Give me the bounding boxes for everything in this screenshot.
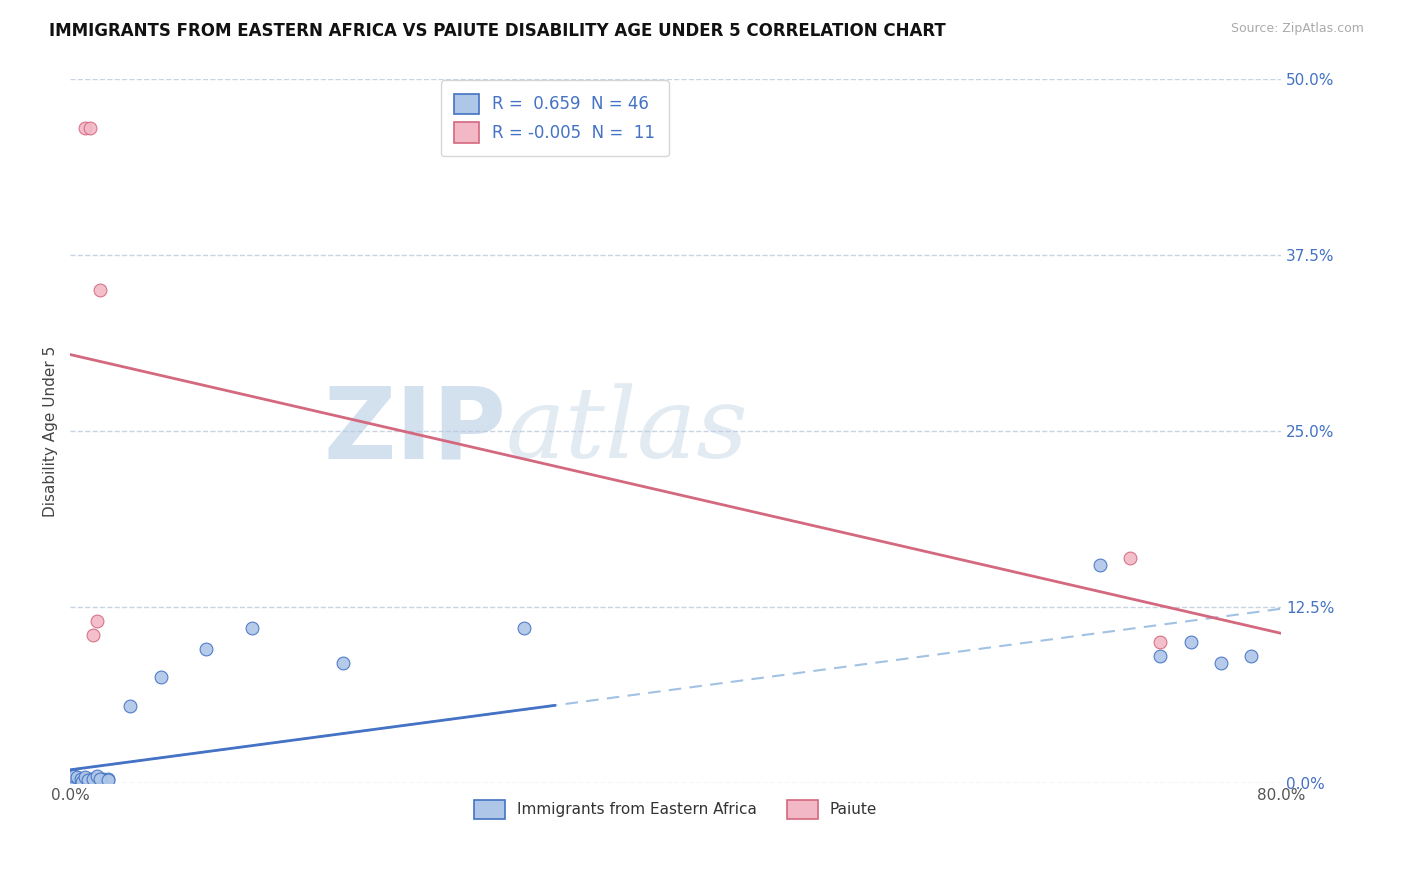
Point (63, 769, 86, 783)
Point (75, 771, 97, 785)
Point (240, 621, 263, 635)
Point (79, 121, 101, 136)
Text: atlas: atlas (506, 384, 749, 479)
Point (76, 773, 98, 788)
Point (86, 614, 108, 628)
Point (72, 773, 94, 788)
Text: ZIP: ZIP (323, 383, 506, 480)
Point (94, 773, 117, 788)
Point (1209, 657, 1232, 671)
Point (90, 774, 112, 789)
Point (80, 773, 103, 788)
Point (149, 670, 172, 684)
Point (82, 628, 104, 642)
Point (96, 774, 118, 789)
Point (89, 773, 111, 788)
Point (86, 769, 108, 783)
Point (97, 773, 120, 788)
Point (62, 773, 84, 788)
Point (67, 773, 90, 788)
Point (89, 283, 111, 297)
Point (82, 772, 104, 786)
Point (70, 774, 93, 789)
Point (1149, 635, 1171, 649)
Point (83, 772, 105, 786)
Point (69, 772, 91, 786)
Point (87, 772, 110, 786)
Point (70, 772, 93, 786)
Point (97, 772, 120, 786)
Point (69, 774, 91, 789)
Point (66, 771, 89, 785)
Point (513, 621, 536, 635)
Point (66, 772, 89, 786)
Point (86, 773, 108, 788)
Point (79, 772, 101, 786)
Point (332, 657, 354, 671)
Legend: Immigrants from Eastern Africa, Paiute: Immigrants from Eastern Africa, Paiute (468, 794, 883, 825)
Point (1180, 635, 1202, 649)
Point (1149, 649, 1171, 664)
Point (91, 772, 114, 786)
Point (84, 774, 107, 789)
Point (60, 774, 83, 789)
Point (120, 698, 142, 713)
Point (77, 773, 100, 788)
Point (63, 774, 86, 789)
Text: IMMIGRANTS FROM EASTERN AFRICA VS PAIUTE DISABILITY AGE UNDER 5 CORRELATION CHAR: IMMIGRANTS FROM EASTERN AFRICA VS PAIUTE… (49, 22, 946, 40)
Point (1240, 649, 1263, 664)
Y-axis label: Disability Age Under 5: Disability Age Under 5 (44, 345, 58, 516)
Point (1088, 558, 1111, 572)
Point (75, 772, 97, 786)
Text: Source: ZipAtlas.com: Source: ZipAtlas.com (1230, 22, 1364, 36)
Point (77, 773, 100, 788)
Point (75, 121, 97, 136)
Point (65, 773, 87, 788)
Point (82, 773, 104, 788)
Point (1119, 550, 1142, 565)
Point (195, 642, 218, 657)
Point (89, 772, 111, 786)
